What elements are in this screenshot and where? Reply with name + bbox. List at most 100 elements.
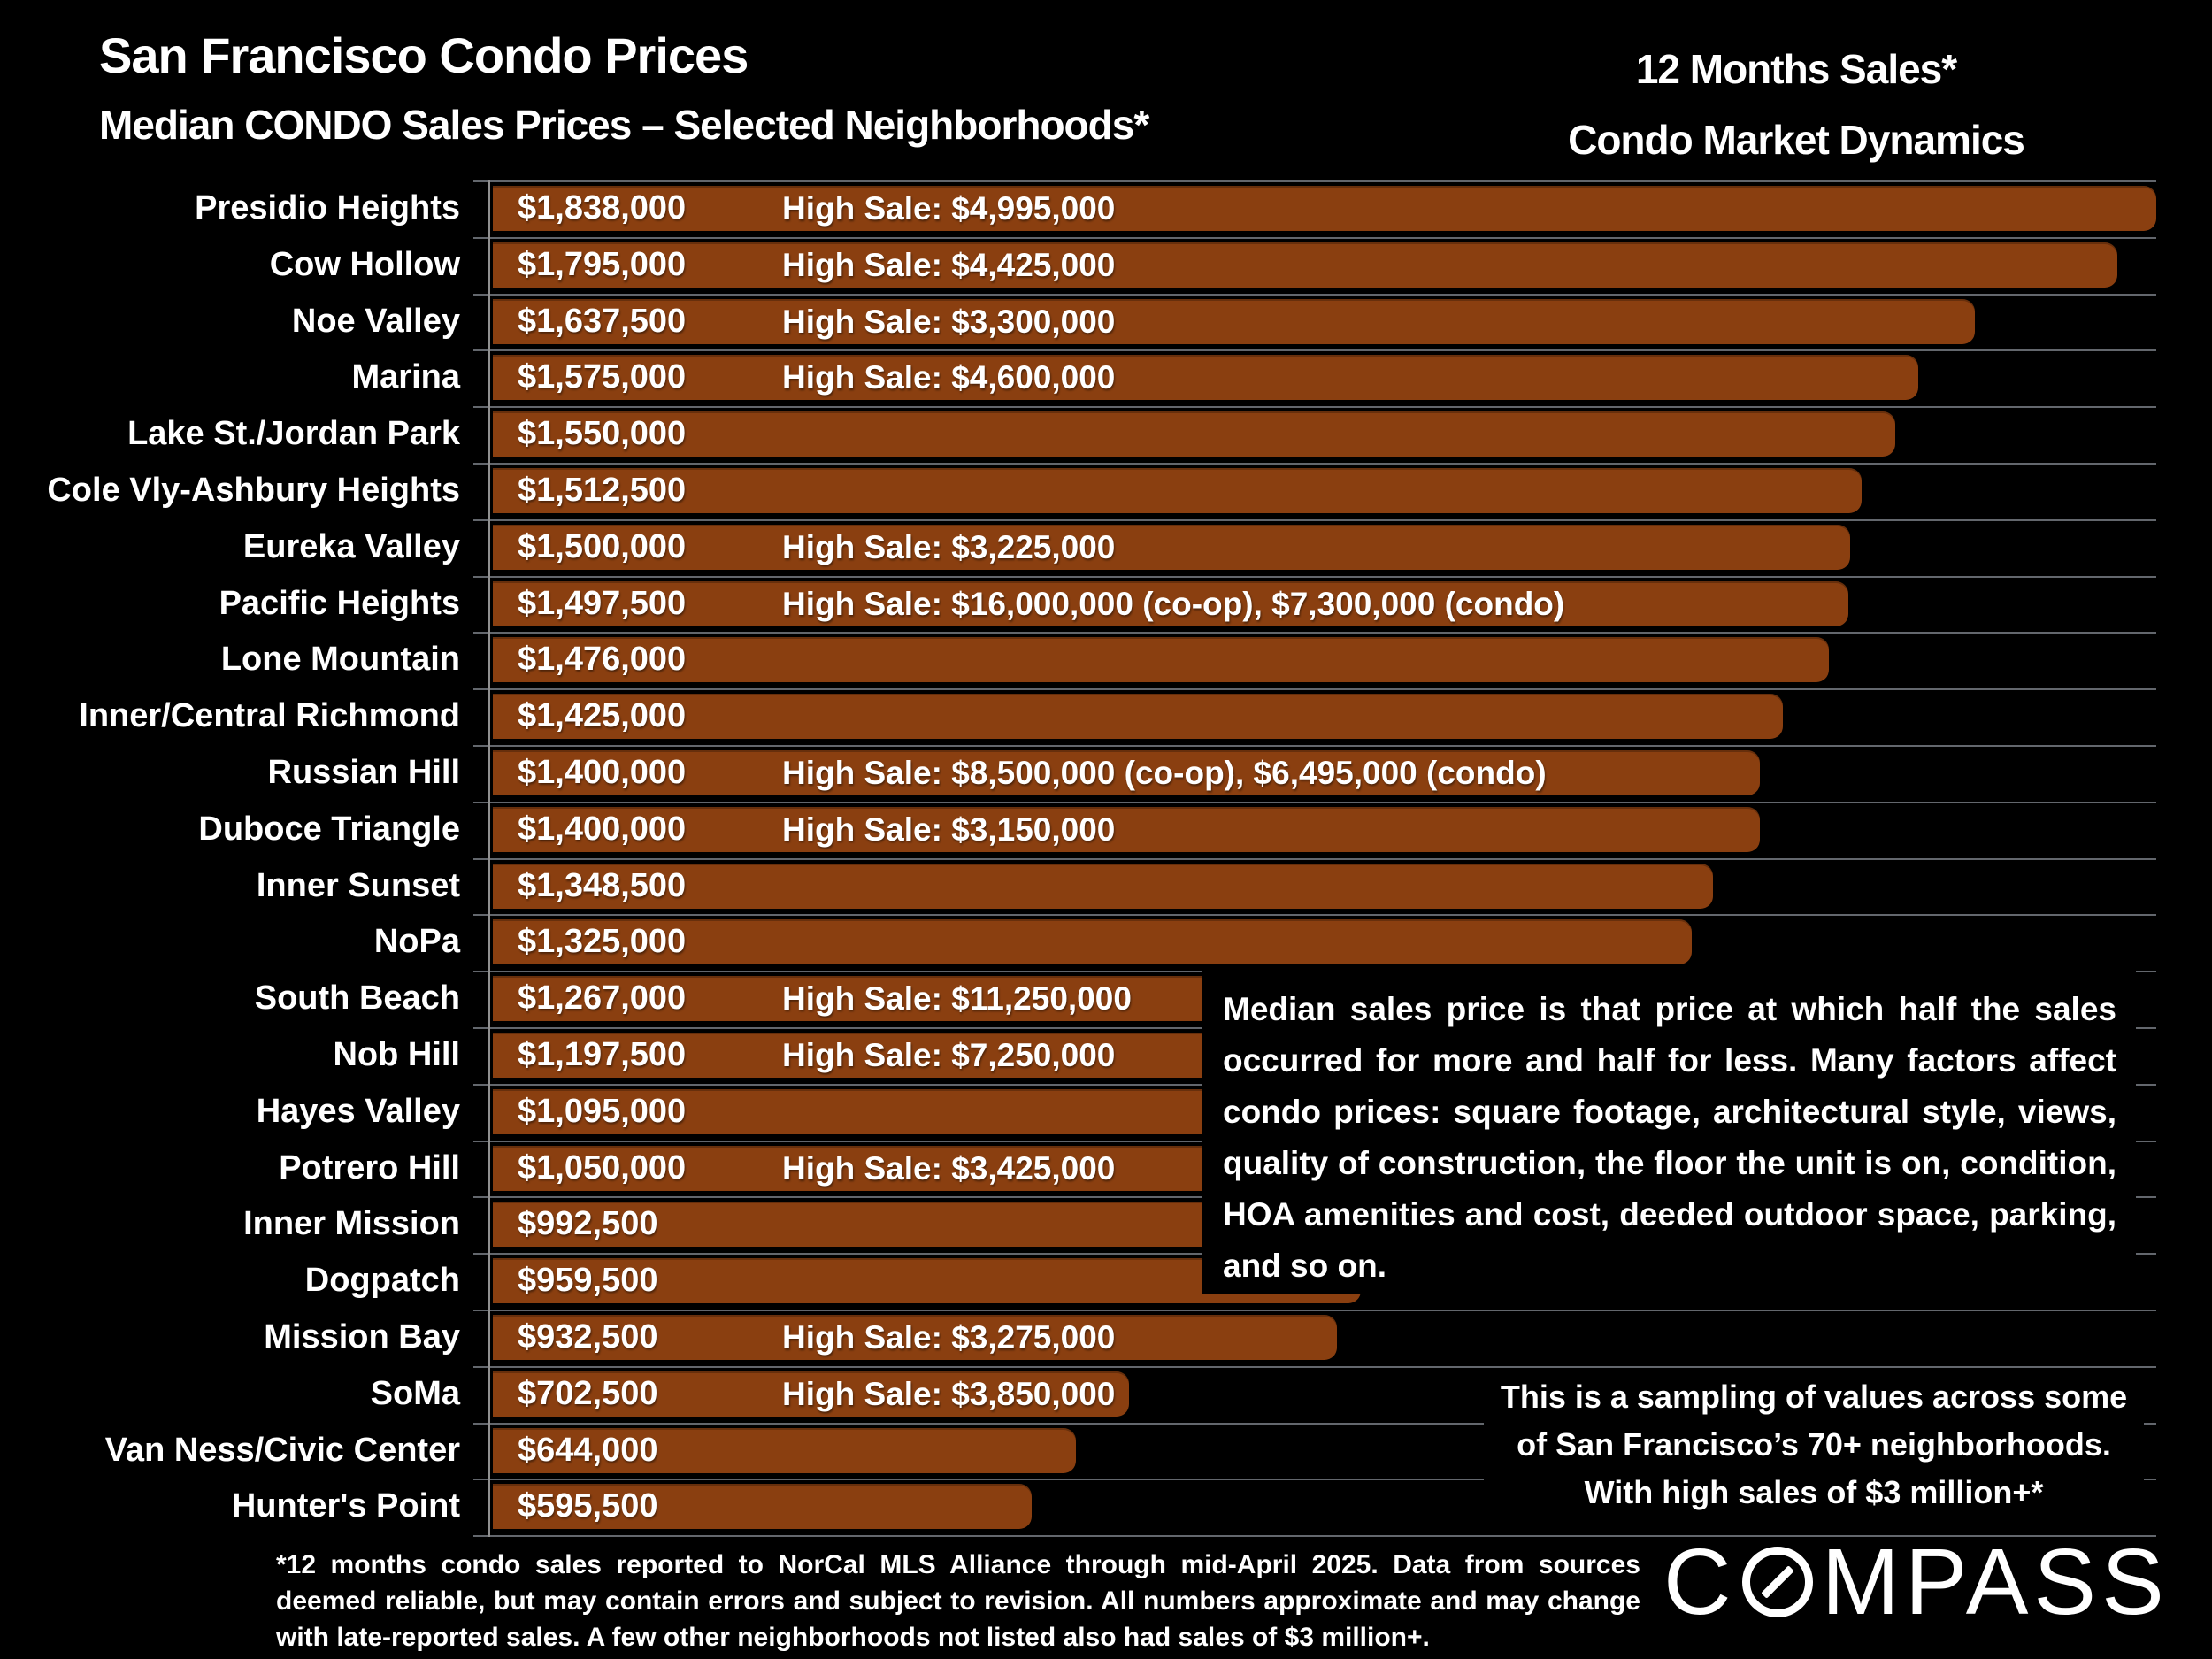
row-separator-line bbox=[473, 519, 2156, 521]
neighborhood-label: Noe Valley bbox=[291, 303, 460, 340]
median-price-label: $644,000 bbox=[518, 1432, 658, 1469]
compass-logo-letter-c: C bbox=[1663, 1530, 1737, 1634]
median-price-label: $1,425,000 bbox=[518, 697, 687, 734]
row-separator-line bbox=[473, 1479, 2156, 1480]
median-price-label: $1,795,000 bbox=[518, 246, 687, 283]
row-separator-line bbox=[473, 294, 2156, 296]
sampling-note-box: This is a sampling of values across some… bbox=[1484, 1368, 2144, 1513]
median-price-label: $1,512,500 bbox=[518, 472, 687, 509]
neighborhood-label: Lake St./Jordan Park bbox=[127, 415, 460, 452]
median-price-bar bbox=[493, 1371, 1129, 1417]
footnote: *12 months condo sales reported to NorCa… bbox=[276, 1550, 1640, 1652]
row-separator-line bbox=[473, 1366, 2156, 1368]
median-price-bar bbox=[493, 1428, 1076, 1473]
high-sale-label: High Sale: $3,150,000 bbox=[782, 811, 1116, 848]
neighborhood-label: NoPa bbox=[373, 923, 460, 960]
right-header-line1: 12 Months Sales* bbox=[1635, 46, 1957, 92]
median-price-bar bbox=[493, 186, 2156, 231]
neighborhood-label: Lone Mountain bbox=[220, 641, 460, 678]
median-price-label: $1,637,500 bbox=[518, 303, 687, 340]
sampling-note-line: With high sales of $3 million+* bbox=[1584, 1474, 2044, 1510]
high-sale-label: High Sale: $4,600,000 bbox=[782, 359, 1116, 396]
high-sale-label: High Sale: $4,425,000 bbox=[782, 247, 1116, 283]
right-header: 12 Months Sales* Condo Market Dynamics bbox=[1451, 34, 2141, 175]
high-sale-label: High Sale: $16,000,000 (co-op), $7,300,0… bbox=[782, 586, 1565, 622]
median-price-bar bbox=[493, 807, 1760, 852]
neighborhood-label: Cole Vly-Ashbury Heights bbox=[47, 472, 460, 509]
row-separator-line bbox=[473, 237, 2156, 239]
compass-logo: C MPASS bbox=[1663, 1530, 2170, 1634]
page-title: San Francisco Condo Prices bbox=[99, 27, 749, 83]
median-price-label: $702,500 bbox=[518, 1375, 658, 1412]
neighborhood-label: Inner Mission bbox=[243, 1205, 460, 1242]
median-price-bar bbox=[493, 864, 1713, 909]
median-price-label: $1,267,000 bbox=[518, 979, 687, 1017]
row-separator-line bbox=[473, 576, 2156, 578]
value-axis-baseline bbox=[488, 180, 490, 1537]
compass-logo-letters-mpass: MPASS bbox=[1821, 1530, 2170, 1634]
compass-o-icon bbox=[1741, 1547, 1813, 1617]
median-price-label: $1,197,500 bbox=[518, 1036, 687, 1073]
neighborhood-label: Van Ness/Civic Center bbox=[104, 1432, 460, 1469]
neighborhood-label: Hunter's Point bbox=[231, 1487, 460, 1525]
median-price-label: $1,400,000 bbox=[518, 754, 687, 791]
median-price-label: $1,325,000 bbox=[518, 923, 687, 960]
median-price-label: $1,095,000 bbox=[518, 1093, 687, 1130]
high-sale-label: High Sale: $3,300,000 bbox=[782, 303, 1116, 340]
median-price-label: $1,400,000 bbox=[518, 810, 687, 848]
median-price-bar bbox=[493, 525, 1850, 570]
neighborhood-label: Duboce Triangle bbox=[198, 810, 460, 848]
high-sale-label: High Sale: $7,250,000 bbox=[782, 1037, 1116, 1073]
neighborhood-label: Mission Bay bbox=[264, 1318, 460, 1356]
high-sale-label: High Sale: $4,995,000 bbox=[782, 190, 1116, 227]
median-price-bar bbox=[493, 411, 1895, 457]
median-price-label: $1,050,000 bbox=[518, 1149, 687, 1187]
median-price-bar bbox=[493, 581, 1848, 626]
high-sale-label: High Sale: $3,425,000 bbox=[782, 1150, 1116, 1187]
median-price-bar bbox=[493, 468, 1862, 513]
row-separator-line bbox=[473, 180, 2156, 182]
row-separator-line bbox=[473, 745, 2156, 747]
row-separator-line bbox=[473, 688, 2156, 690]
median-price-bar bbox=[493, 750, 1760, 795]
compass-needle-icon bbox=[1760, 1565, 1794, 1599]
row-separator-line bbox=[473, 1535, 2156, 1537]
median-price-label: $1,348,500 bbox=[518, 867, 687, 904]
neighborhood-label: SoMa bbox=[370, 1375, 460, 1412]
median-price-bar bbox=[493, 299, 1975, 344]
neighborhood-label: Hayes Valley bbox=[256, 1093, 460, 1130]
page-subtitle: Median CONDO Sales Prices – Selected Nei… bbox=[99, 102, 1149, 148]
median-price-bar bbox=[493, 637, 1829, 682]
neighborhood-label: Russian Hill bbox=[267, 754, 461, 791]
high-sale-label: High Sale: $8,500,000 (co-op), $6,495,00… bbox=[782, 755, 1547, 791]
high-sale-label: High Sale: $11,250,000 bbox=[782, 980, 1132, 1017]
median-price-label: $959,500 bbox=[518, 1262, 658, 1299]
neighborhood-label: Pacific Heights bbox=[219, 585, 460, 622]
row-separator-line bbox=[473, 349, 2156, 351]
median-price-label: $932,500 bbox=[518, 1318, 658, 1356]
median-price-bar bbox=[493, 694, 1783, 739]
row-separator-line bbox=[473, 858, 2156, 860]
high-sale-label: High Sale: $3,275,000 bbox=[782, 1319, 1116, 1356]
sampling-note-line: This is a sampling of values across some bbox=[1500, 1379, 2128, 1415]
median-price-bar bbox=[493, 1484, 1032, 1529]
neighborhood-label: Presidio Heights bbox=[195, 189, 460, 227]
row-separator-line bbox=[473, 406, 2156, 408]
neighborhood-label: Cow Hollow bbox=[269, 246, 460, 283]
median-price-label: $1,550,000 bbox=[518, 415, 687, 452]
median-price-label: $1,476,000 bbox=[518, 641, 687, 678]
row-separator-line bbox=[473, 802, 2156, 803]
median-price-bar bbox=[493, 1315, 1337, 1360]
sampling-note-line: of San Francisco’s 70+ neighborhoods. bbox=[1517, 1426, 2111, 1463]
row-separator-line bbox=[473, 463, 2156, 465]
median-price-bar bbox=[493, 242, 2117, 288]
row-separator-line bbox=[473, 1310, 2156, 1311]
high-sale-label: High Sale: $3,850,000 bbox=[782, 1376, 1116, 1412]
row-separator-line bbox=[473, 632, 2156, 634]
median-price-label: $992,500 bbox=[518, 1205, 658, 1242]
neighborhood-label: Nob Hill bbox=[333, 1036, 460, 1073]
median-explainer-box: Median sales price is that price at whic… bbox=[1202, 968, 2136, 1294]
median-price-label: $1,838,000 bbox=[518, 189, 687, 227]
median-price-label: $1,575,000 bbox=[518, 358, 687, 396]
